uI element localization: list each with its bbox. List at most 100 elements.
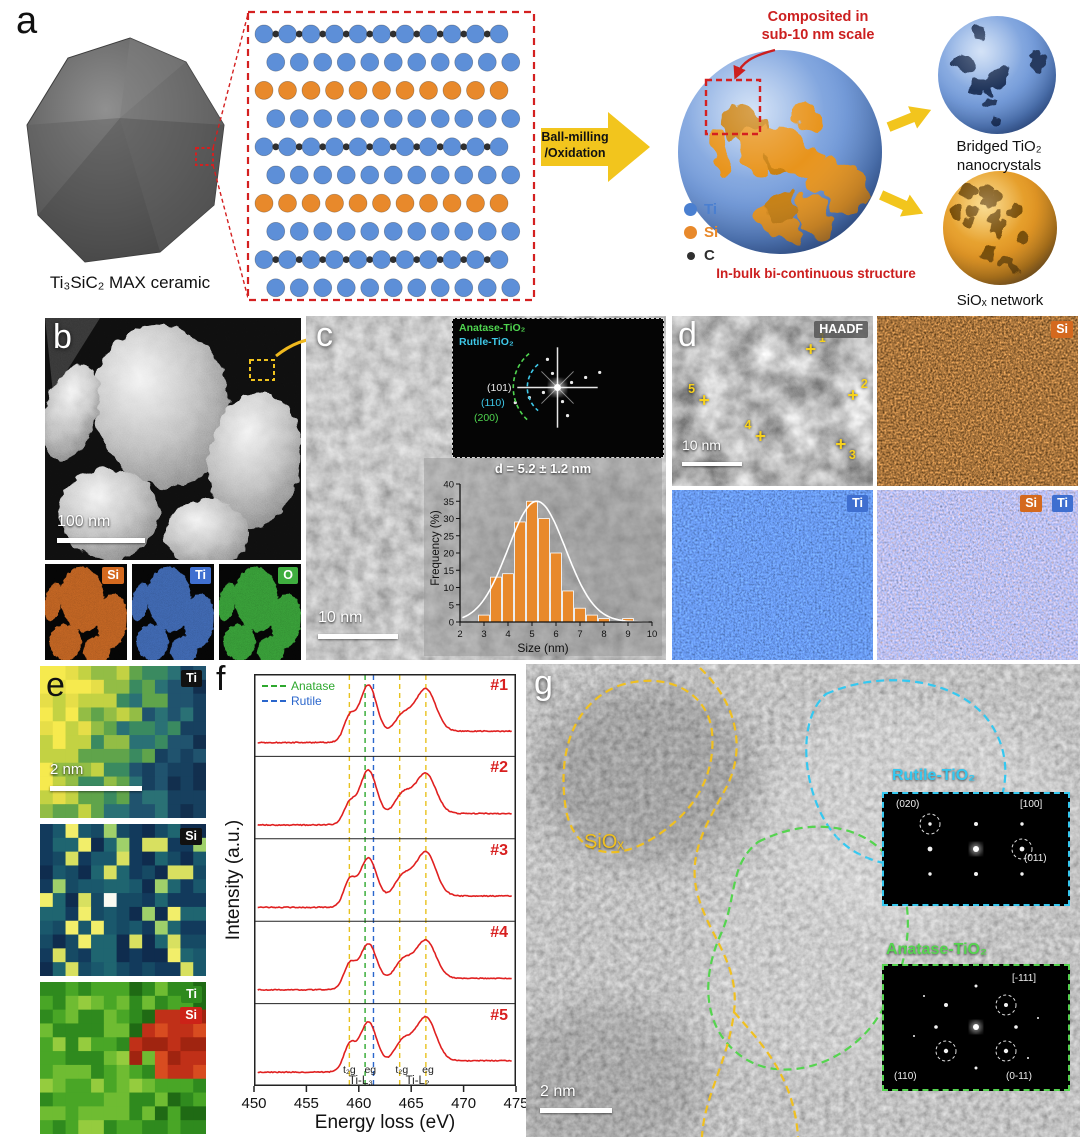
ring-200: (200) <box>474 412 499 424</box>
svg-text:15: 15 <box>443 566 454 577</box>
svg-text:20: 20 <box>443 549 454 560</box>
scale-bar <box>50 786 142 791</box>
panel-e: e Ti 2 nm Si Ti Si <box>40 666 206 1134</box>
map-tag-ti: Ti <box>1052 495 1073 512</box>
anatase-spot-110: (110) <box>894 1071 917 1082</box>
panel-g: g SiOₓ Rutile-TiO₂ Anatase-TiO₂ (020) [1… <box>526 664 1080 1137</box>
map-tag-si: Si <box>180 828 202 845</box>
spectrum-label-3: #3 <box>490 842 508 859</box>
svg-text:450: 450 <box>241 1095 266 1112</box>
haadf-tag: HAADF <box>814 321 868 338</box>
composited-pointer-arrow <box>733 48 776 80</box>
c-atom-icon <box>686 251 695 260</box>
map-tag-ti: Ti <box>190 567 211 584</box>
svg-text:5: 5 <box>449 600 454 611</box>
histogram-xlabel: Size (nm) <box>517 641 569 655</box>
svg-text:10: 10 <box>443 583 454 594</box>
ti-atom-icon <box>684 203 697 216</box>
point-number: 2 <box>860 376 868 391</box>
svg-text:7: 7 <box>577 629 582 640</box>
svg-text:8: 8 <box>601 629 606 640</box>
scale-bar <box>682 462 742 466</box>
stem-image <box>45 318 354 560</box>
svg-text:465: 465 <box>399 1095 424 1112</box>
eds-map-si-ti-overlay: Si Ti <box>877 490 1078 660</box>
eels-points-layer: +1 +2 +3 +4 +5 <box>672 316 873 486</box>
point-number: 5 <box>688 382 696 396</box>
svg-text:Ti-L₃: Ti-L₃ <box>349 1075 373 1087</box>
spectrum-label-1: #1 <box>490 677 508 694</box>
arrow-to-siox <box>879 190 924 217</box>
rutile-legend: Rutile-TiO₂ <box>459 336 514 348</box>
ring-110: (110) <box>481 397 505 409</box>
legend-rutile: Rutile <box>262 693 335 708</box>
siox-region-label: SiOₓ <box>584 831 624 853</box>
rutile-spot-020: (020) <box>896 799 920 810</box>
svg-text:eg: eg <box>364 1064 376 1076</box>
svg-text:9: 9 <box>625 629 630 640</box>
panel-b: b 100 nm Si Ti O <box>45 318 354 660</box>
svg-text:10: 10 <box>647 629 658 640</box>
legend-row-si: Si <box>684 221 718 244</box>
panel-d: +1 +2 +3 +4 +5 d HAADF 10 nm Si Ti <box>672 316 1078 660</box>
panel-a-graphic <box>26 10 1057 302</box>
map-tag-o: O <box>278 567 298 584</box>
panel-e-label: e <box>46 666 65 704</box>
cross-marker-icon: + <box>754 426 766 448</box>
sub10nm-region-box <box>704 78 762 136</box>
anatase-spot-0m11: (0-11) <box>1006 1071 1032 1082</box>
rutile-spot-100: [100] <box>1020 799 1043 810</box>
map-tag-ti: Ti <box>181 986 202 1003</box>
panel-c: c 10 nm Anatase-TiO₂ <box>306 316 666 660</box>
siox-band-outline-2 <box>733 1011 800 1137</box>
anatase-fft-inset: [-111] (110) (0-11) <box>882 964 1070 1091</box>
si-atom-icon <box>684 226 697 239</box>
eds-map-ti: Ti <box>132 564 214 660</box>
scale-text: 10 nm <box>682 437 721 453</box>
point-number: 4 <box>744 417 752 432</box>
map-tag-ti: Ti <box>847 495 868 512</box>
panel-f-label: f <box>216 660 226 698</box>
scale-text: 100 nm <box>57 513 111 530</box>
size-histogram-inset: 2 3 4 5 6 7 8 9 10 0 5 10 15 20 25 30 35 40 d = 5.2 ± 1.2… <box>424 458 662 656</box>
scale-text: 2 nm <box>540 1083 576 1100</box>
eels-map-ti: e Ti 2 nm <box>40 666 206 818</box>
process-arrow-text: Ball-milling /Oxidation <box>541 130 609 161</box>
scale-bar <box>540 1108 612 1113</box>
panel-g-label: g <box>534 664 553 702</box>
svg-text:35: 35 <box>443 497 454 508</box>
siox-region-outline <box>562 679 714 854</box>
scale-text: 2 nm <box>50 761 84 778</box>
svg-text:455: 455 <box>294 1095 319 1112</box>
panel-d-label: d <box>678 316 697 354</box>
anatase-title: Anatase-TiO₂ <box>886 941 988 958</box>
anatase-dash-icon <box>262 684 286 687</box>
spectra-xlabel: Energy loss (eV) <box>314 1112 456 1133</box>
histogram-title: d = 5.2 ± 1.2 nm <box>494 461 592 476</box>
eds-map-si: Si <box>45 564 127 660</box>
scale-bar <box>318 634 398 639</box>
siox-band-outline <box>693 667 738 1137</box>
legend-row-c: C <box>684 244 718 267</box>
map-tag-si: Si <box>180 1007 202 1024</box>
tio2-network-sphere <box>938 16 1056 134</box>
spectrum-label-4: #4 <box>490 924 508 941</box>
spectrum-label-2: #2 <box>490 759 508 776</box>
haadf-image: +1 +2 +3 +4 +5 d HAADF 10 nm <box>672 316 873 486</box>
panel-f: f Intensity (a.u.) 450 455 460 465 470 475 t₂g… <box>212 660 529 1137</box>
spectrum-label-5: #5 <box>490 1007 508 1024</box>
fft-pattern <box>512 347 602 428</box>
rutile-title: Rutile-TiO₂ <box>892 767 976 784</box>
anatase-spot-m111: [-111] <box>1012 973 1037 984</box>
svg-text:2: 2 <box>457 629 462 640</box>
map-tag-si: Si <box>102 567 124 584</box>
atomic-structure-diagram <box>246 10 536 302</box>
zoom-region-box <box>249 359 275 381</box>
rutile-spot-011: (011) <box>1024 853 1047 864</box>
composite-sphere <box>678 50 882 254</box>
eds-map-si-large: Si <box>877 316 1078 486</box>
fft-inset: Anatase-TiO₂ Rutile-TiO₂ (101) (110) (20… <box>452 318 664 458</box>
bulk-caption: In-bulk bi-continuous structure <box>716 266 916 281</box>
map-tag-ti: Ti <box>181 670 202 687</box>
